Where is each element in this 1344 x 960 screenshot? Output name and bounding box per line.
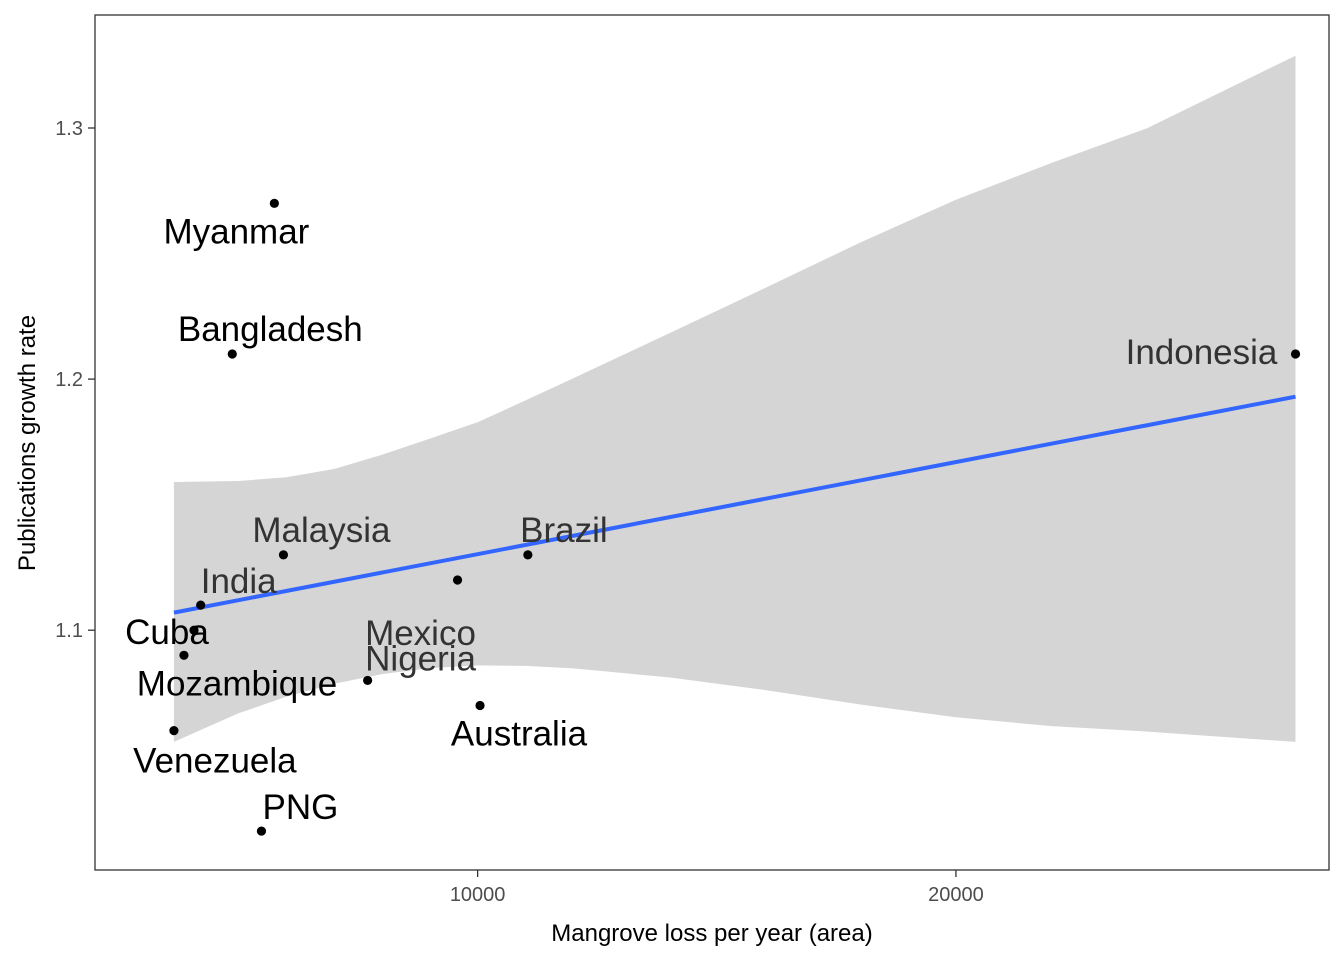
point-mexico (452, 575, 463, 585)
point-label-bangladesh: Bangladesh (178, 310, 363, 349)
point-malaysia (278, 550, 289, 560)
point-label-mozambique: Mozambique (137, 664, 337, 703)
y-tick-label: 1.2 (55, 369, 83, 391)
point-label-cuba: Cuba (125, 613, 209, 652)
confidence-band (173, 55, 1296, 742)
point-label-indonesia: Indonesia (1126, 333, 1278, 372)
trend-line-layer (173, 394, 1296, 615)
trend-line (173, 394, 1296, 615)
point-label-brazil: Brazil (520, 511, 608, 550)
x-axis-ticks: 10000 20000 (450, 870, 984, 906)
point-labels-layer: Myanmar Bangladesh Indonesia Malaysia Brazil… (125, 212, 1278, 827)
point-australia (475, 700, 485, 711)
point-myanmar (269, 198, 279, 208)
x-tick-label: 10000 (450, 884, 506, 906)
point-label-png: PNG (262, 788, 338, 827)
point-brazil (523, 550, 533, 560)
point-label-myanmar: Myanmar (163, 212, 309, 251)
y-axis-ticks: 1.1 1.2 1.3 (55, 118, 95, 642)
point-india (196, 600, 206, 610)
point-venezuela (169, 726, 179, 736)
point-label-malaysia: Malaysia (252, 511, 391, 550)
y-tick-label: 1.3 (55, 118, 83, 140)
plot-panel-border (94, 14, 1330, 871)
y-axis-title: Publications growth rate (14, 315, 41, 571)
points-layer (169, 198, 1301, 836)
point-label-nigeria: Nigeria (365, 639, 476, 678)
point-label-india: India (201, 562, 277, 601)
point-label-australia: Australia (451, 715, 588, 754)
point-mozambique (179, 650, 189, 660)
x-tick-label: 20000 (928, 884, 984, 906)
confidence-band-layer (173, 55, 1296, 742)
x-axis-title: Mangrove loss per year (area) (551, 920, 872, 947)
point-label-mexico: Mexico (365, 614, 476, 653)
y-tick-label: 1.1 (55, 620, 83, 642)
point-label-venezuela: Venezuela (133, 742, 297, 781)
point-cuba (189, 625, 199, 635)
point-indonesia (1290, 349, 1301, 359)
point-bangladesh (227, 349, 237, 359)
point-nigeria (363, 675, 373, 686)
point-png (256, 826, 267, 836)
